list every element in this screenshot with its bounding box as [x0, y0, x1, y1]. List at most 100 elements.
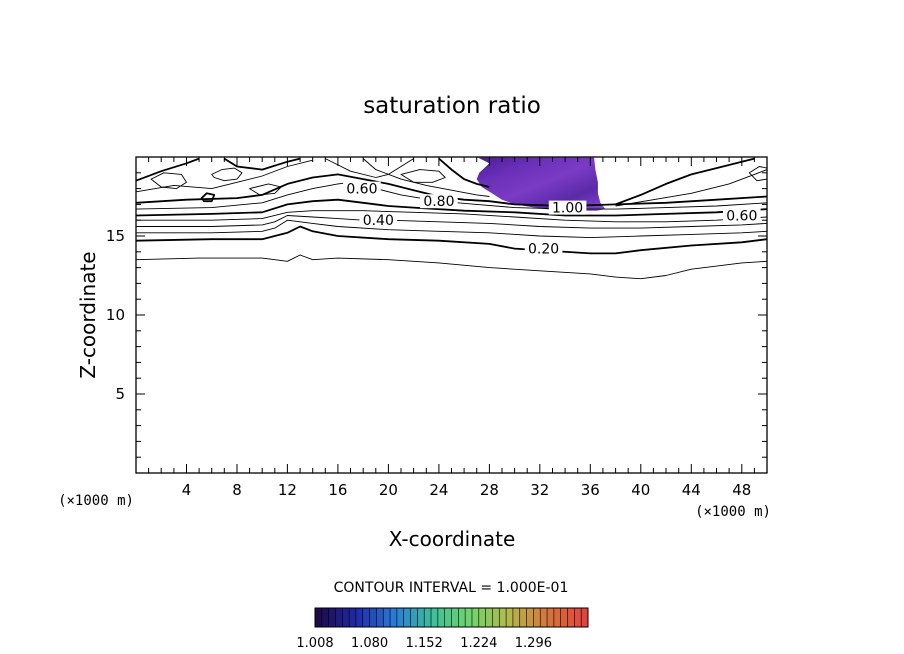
- colorbar-swatch: [567, 608, 575, 627]
- contour-label: 0.80: [423, 194, 454, 210]
- colorbar-tick-label: 1.008: [296, 636, 333, 651]
- colorbar-swatch: [403, 608, 411, 627]
- colorbar-swatch: [431, 608, 439, 627]
- y-tick-label: 10: [106, 306, 125, 324]
- colorbar-swatch: [437, 608, 446, 627]
- colorbar-tick-label: 1.152: [406, 636, 443, 651]
- contour-label-background: [420, 194, 458, 209]
- colorbar-swatch: [574, 608, 582, 627]
- colorbar-swatch: [560, 608, 568, 627]
- contour-line: [136, 210, 767, 223]
- x-tick-label: 36: [581, 481, 600, 499]
- colorbar-swatch: [547, 608, 555, 627]
- colorbar-swatch: [478, 608, 487, 627]
- contour-label-background: [343, 181, 381, 196]
- x-tick-label: 44: [682, 481, 701, 499]
- colorbar-tick-label: 1.080: [351, 636, 388, 651]
- contour-labels: 0.60 0.80 0.40 1.00 0.60 0.20: [343, 181, 761, 258]
- contour-loop: [211, 167, 243, 182]
- y-unit-label: (×1000 m): [58, 493, 134, 509]
- colorbar-swatch: [458, 608, 466, 627]
- colorbar-swatch: [396, 608, 405, 627]
- colorbar-tick-label: 1.296: [515, 636, 552, 651]
- x-tick-label: 48: [732, 481, 751, 499]
- colorbar-tick-labels: 1.008 1.080 1.152 1.224 1.296: [296, 636, 552, 651]
- x-tick-label: 40: [631, 481, 650, 499]
- colorbar-swatch: [553, 608, 562, 627]
- colorbar-swatch: [512, 608, 521, 627]
- colorbar-swatch: [417, 608, 425, 627]
- x-tick-label: 8: [232, 481, 242, 499]
- colorbar-swatch: [471, 608, 480, 627]
- colorbar-swatch: [519, 608, 527, 627]
- contour-loop: [748, 166, 767, 182]
- colorbar-swatch: [376, 608, 384, 627]
- supersaturated-fill: [476, 157, 606, 211]
- chart-title: saturation ratio: [363, 93, 541, 119]
- colorbar-swatch: [424, 608, 432, 627]
- plot-area: 0.60 0.80 0.40 1.00 0.60 0.20: [135, 156, 768, 474]
- axis-ticks: [136, 157, 767, 473]
- contour-label-background: [359, 213, 398, 228]
- contour-label: 1.00: [552, 201, 583, 217]
- contour-loop: [400, 169, 446, 183]
- colorbar-swatch: [321, 608, 330, 627]
- colorbar-swatch: [581, 608, 589, 627]
- contour-label-background: [548, 200, 587, 215]
- colorbar-swatch: [499, 608, 507, 627]
- x-tick-label: 12: [278, 481, 297, 499]
- colorbar-frame: [314, 607, 589, 628]
- colorbar-swatch: [335, 608, 343, 627]
- contour-line: [615, 169, 767, 207]
- x-tick-label: 32: [530, 481, 549, 499]
- y-tick-labels: 5 10 15: [106, 227, 125, 403]
- colorbar-swatch: [390, 608, 398, 627]
- contour-line: [136, 225, 767, 255]
- colorbar: [314, 607, 589, 628]
- colorbar-swatch: [349, 608, 357, 627]
- colorbar-swatch: [342, 608, 350, 627]
- contour-line: [136, 219, 767, 239]
- x-tick-labels: 4 8 12 16 20 24 28 32 36 40 44 48: [182, 481, 752, 499]
- contour-line: [136, 157, 200, 182]
- contour-label-background: [524, 241, 563, 256]
- colorbar-swatch: [369, 608, 377, 627]
- contour-line: [438, 157, 490, 188]
- contour-line: [615, 157, 755, 206]
- x-tick-label: 20: [379, 481, 398, 499]
- contour-line: [136, 181, 767, 210]
- contour-line: [362, 158, 490, 197]
- contour-line: [136, 159, 313, 193]
- colorbar-swatch: [506, 608, 514, 627]
- x-tick-label: 16: [328, 481, 347, 499]
- contour-label: 0.60: [726, 209, 757, 225]
- colorbar-swatch: [485, 608, 493, 627]
- colorbar-swatch: [533, 608, 541, 627]
- colorbar-swatch: [492, 608, 500, 627]
- colorbar-swatch: [465, 608, 473, 627]
- x-unit-label: (×1000 m): [695, 504, 771, 520]
- y-tick-label: 15: [106, 227, 125, 245]
- contour-line: [136, 198, 767, 217]
- colorbar-tick-label: 1.224: [460, 636, 497, 651]
- colorbar-swatch: [355, 608, 364, 627]
- x-tick-label: 24: [429, 481, 448, 499]
- colorbar-swatch: [540, 608, 548, 627]
- colorbar-swatch: [315, 608, 323, 627]
- colorbar-swatch: [410, 608, 418, 627]
- contour-interval-text: CONTOUR INTERVAL = 1.000E-01: [334, 580, 569, 596]
- contour-label: 0.40: [363, 213, 394, 229]
- saturation-fill-region: [476, 157, 606, 211]
- y-tick-label: 5: [115, 385, 125, 403]
- y-axis-title: Z-coordinate: [76, 251, 100, 378]
- contour-line: [136, 254, 767, 280]
- colorbar-swatch: [383, 608, 391, 627]
- contour-line: [223, 157, 301, 171]
- colorbar-swatch: [526, 608, 534, 627]
- x-tick-label: 28: [480, 481, 499, 499]
- contour-lines: [136, 157, 767, 280]
- contour-loop: [150, 172, 187, 190]
- colorbar-swatch: [362, 608, 370, 627]
- contour-loop: [249, 183, 282, 196]
